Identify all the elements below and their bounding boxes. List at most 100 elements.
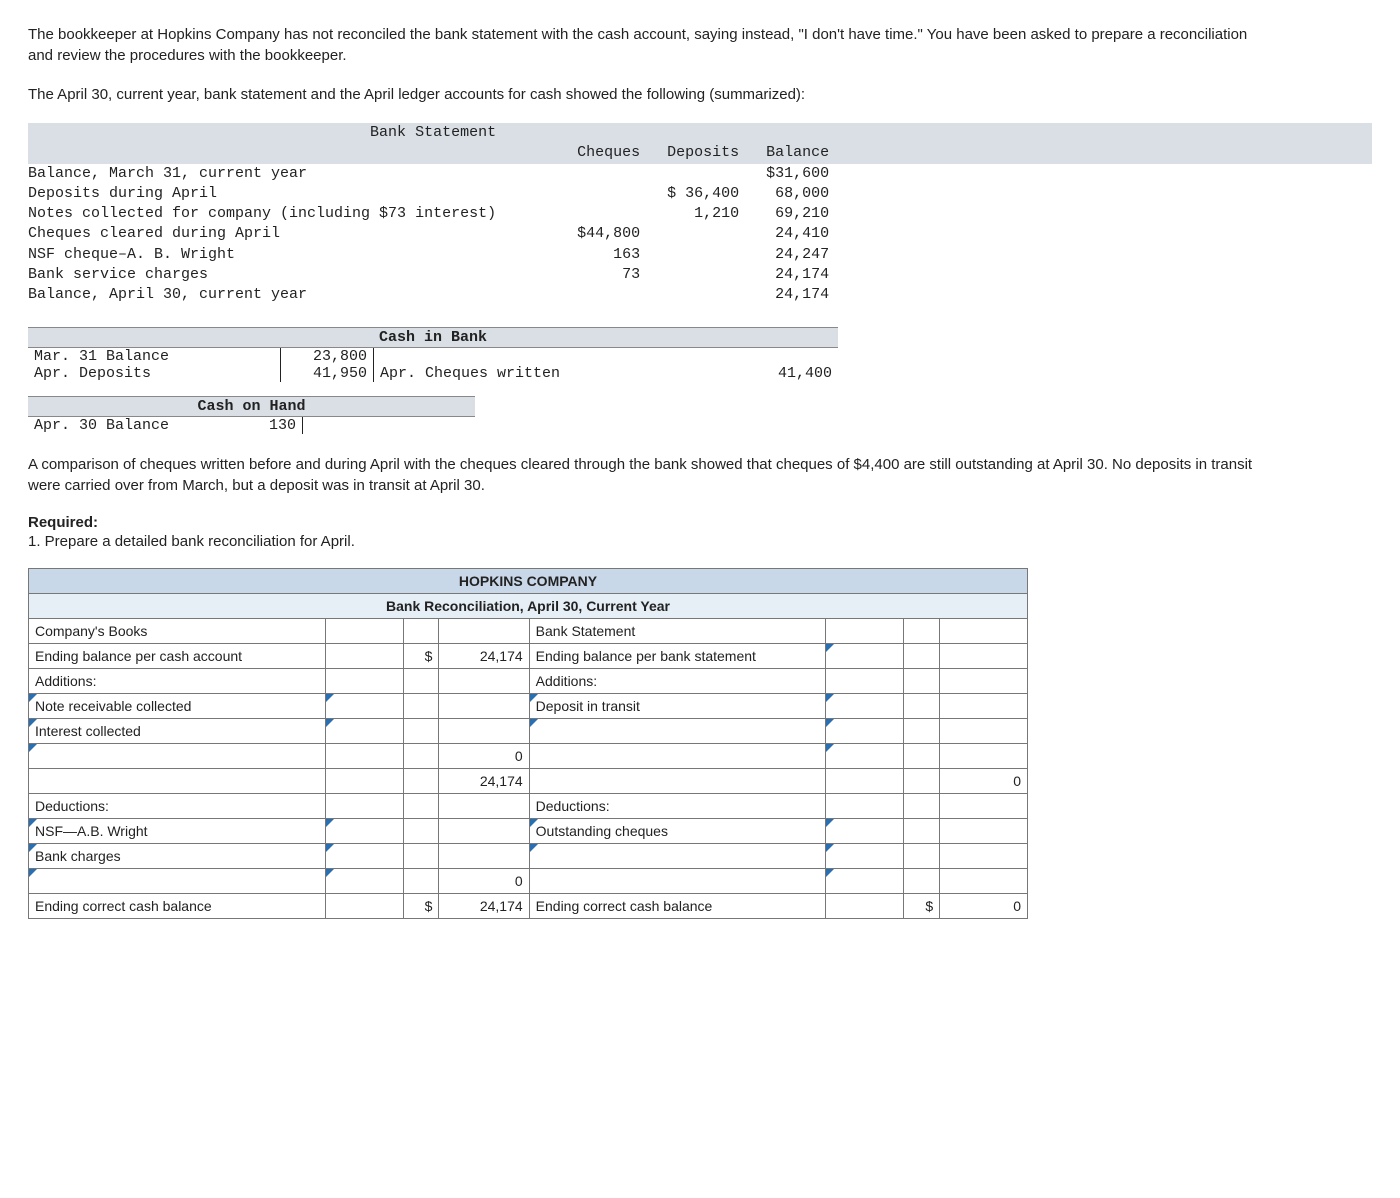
recon-left-amt2 — [439, 694, 529, 719]
recon-left-amt2 — [439, 844, 529, 869]
recon-left-label[interactable]: Interest collected — [29, 719, 326, 744]
bank-statement-block: Bank Statement Cheques Deposits BalanceB… — [28, 123, 1372, 305]
recon-right-cur — [904, 644, 940, 669]
recon-right-cur — [904, 869, 940, 894]
recon-right-label: Additions: — [529, 669, 826, 694]
recon-right-label: Ending balance per bank statement — [529, 644, 826, 669]
recon-left-label: Additions: — [29, 669, 326, 694]
recon-right-cur — [904, 669, 940, 694]
recon-right-amt2 — [940, 644, 1028, 669]
recon-right-label[interactable]: Deposit in transit — [529, 694, 826, 719]
t-right-label — [374, 348, 707, 366]
recon-left-cur — [403, 669, 439, 694]
cash-in-bank-taccount: Cash in BankMar. 31 Balance23,800Apr. De… — [28, 327, 1372, 382]
recon-company: HOPKINS COMPANY — [29, 569, 1028, 594]
recon-left-heading: Company's Books — [29, 619, 326, 644]
recon-left-label[interactable]: Bank charges — [29, 844, 326, 869]
recon-left-amt1[interactable] — [325, 719, 403, 744]
recon-right-heading: Bank Statement — [529, 619, 826, 644]
recon-right-label — [529, 869, 826, 894]
recon-right-cur — [904, 844, 940, 869]
recon-right-label[interactable] — [529, 719, 826, 744]
recon-right-amt2 — [940, 744, 1028, 769]
recon-left-cur — [403, 694, 439, 719]
recon-right-amt1 — [826, 669, 904, 694]
t-left-label: Mar. 31 Balance — [28, 348, 281, 366]
recon-left-amt1[interactable] — [325, 694, 403, 719]
recon-left-label[interactable] — [29, 744, 326, 769]
recon-right-amt2 — [940, 794, 1028, 819]
reconciliation-table: HOPKINS COMPANYBank Reconciliation, Apri… — [28, 568, 1028, 919]
recon-right-label — [529, 769, 826, 794]
recon-right-amt2: 0 — [940, 769, 1028, 794]
recon-right-cur — [904, 744, 940, 769]
recon-right-amt2 — [940, 669, 1028, 694]
recon-left-amt1[interactable] — [325, 869, 403, 894]
recon-left-cur — [403, 819, 439, 844]
recon-right-amt1[interactable] — [826, 744, 904, 769]
recon-right-amt2: 0 — [940, 894, 1028, 919]
t-right-label: Apr. Cheques written — [374, 365, 707, 382]
recon-right-amt2 — [940, 869, 1028, 894]
bank-statement-row: Notes collected for company (including $… — [28, 204, 1372, 224]
cash-on-hand-title: Cash on Hand — [28, 397, 475, 417]
recon-right-label[interactable]: Outstanding cheques — [529, 819, 826, 844]
recon-right-amt1[interactable] — [826, 844, 904, 869]
recon-right-amt2 — [940, 819, 1028, 844]
recon-left-amt2: 24,174 — [439, 894, 529, 919]
t-left-amount: 41,950 — [281, 365, 374, 382]
bank-statement-row: NSF cheque–A. B. Wright 163 24,247 — [28, 245, 1372, 265]
recon-right-amt2 — [940, 719, 1028, 744]
t-right-amount — [706, 348, 838, 366]
recon-right-label — [529, 744, 826, 769]
recon-left-label — [29, 769, 326, 794]
intro-paragraph-2: The April 30, current year, bank stateme… — [28, 84, 1268, 105]
recon-right-amt1[interactable] — [826, 819, 904, 844]
recon-left-label[interactable]: Note receivable collected — [29, 694, 326, 719]
recon-left-amt2: 0 — [439, 744, 529, 769]
recon-left-amt1[interactable] — [325, 819, 403, 844]
recon-right-amt1[interactable] — [826, 869, 904, 894]
recon-right-cur — [904, 794, 940, 819]
recon-right-label[interactable] — [529, 844, 826, 869]
bank-statement-row: Balance, March 31, current year $31,600 — [28, 164, 1372, 184]
recon-left-cur — [403, 844, 439, 869]
recon-left-label: Ending balance per cash account — [29, 644, 326, 669]
bank-statement-row: Cheques cleared during April $44,800 24,… — [28, 224, 1372, 244]
recon-left-amt1 — [325, 744, 403, 769]
bank-statement-title: Bank Statement — [28, 123, 1372, 143]
recon-left-label[interactable]: NSF—A.B. Wright — [29, 819, 326, 844]
recon-right-label: Ending correct cash balance — [529, 894, 826, 919]
recon-right-cur — [904, 819, 940, 844]
recon-right-cur — [904, 719, 940, 744]
bank-statement-row: Balance, April 30, current year 24,174 — [28, 285, 1372, 305]
t-right-amount: 41,400 — [706, 365, 838, 382]
recon-right-cur: $ — [904, 894, 940, 919]
recon-right-amt1 — [826, 794, 904, 819]
recon-subtitle: Bank Reconciliation, April 30, Current Y… — [29, 594, 1028, 619]
recon-left-amt1 — [325, 669, 403, 694]
recon-left-cur — [403, 794, 439, 819]
recon-left-amt1 — [325, 769, 403, 794]
recon-left-cur: $ — [403, 644, 439, 669]
recon-left-cur — [403, 869, 439, 894]
required-item-1: 1. Prepare a detailed bank reconciliatio… — [28, 533, 1372, 550]
recon-left-amt2 — [439, 669, 529, 694]
recon-left-amt2 — [439, 819, 529, 844]
intro-paragraph-1: The bookkeeper at Hopkins Company has no… — [28, 24, 1268, 66]
recon-left-amt1 — [325, 894, 403, 919]
recon-right-amt1[interactable] — [826, 644, 904, 669]
recon-left-cur — [403, 744, 439, 769]
recon-right-amt1[interactable] — [826, 694, 904, 719]
recon-left-amt1[interactable] — [325, 844, 403, 869]
recon-left-label: Deductions: — [29, 794, 326, 819]
recon-right-amt1[interactable] — [826, 719, 904, 744]
recon-right-amt1 — [826, 894, 904, 919]
cash-on-hand-taccount: Cash on HandApr. 30 Balance130 — [28, 396, 1372, 434]
t-left-amount: 130 — [240, 417, 303, 435]
recon-right-amt1 — [826, 769, 904, 794]
recon-left-amt2: 0 — [439, 869, 529, 894]
recon-left-label[interactable] — [29, 869, 326, 894]
required-heading: Required: — [28, 514, 1372, 531]
recon-right-cur — [904, 694, 940, 719]
